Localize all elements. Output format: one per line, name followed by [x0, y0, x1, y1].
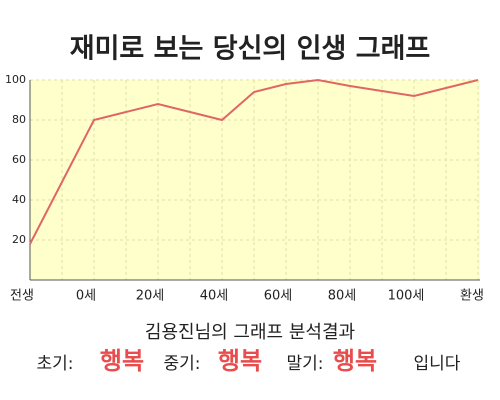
x-tick-label: 20세 — [136, 289, 165, 304]
result-title: 김용진님의 그래프 분석결과 — [145, 322, 355, 343]
x-tick-label: 80세 — [328, 289, 357, 304]
y-tick-label: 100 — [5, 73, 26, 86]
x-tick-label: 전생 — [10, 289, 34, 304]
y-tick-label: 80 — [12, 113, 26, 126]
y-tick-label: 60 — [12, 153, 26, 166]
x-tick-label: 40세 — [200, 289, 229, 304]
plot-background — [30, 80, 480, 280]
result-value: 행복 — [100, 347, 144, 375]
x-tick-label: 100세 — [388, 289, 425, 304]
x-tick-label: 60세 — [264, 289, 293, 304]
x-tick-label: 환생 — [460, 289, 484, 304]
chart-title: 재미로 보는 당신의 인생 그래프 — [70, 34, 431, 65]
result-value: 행복 — [333, 347, 377, 375]
result-label: 초기: — [36, 354, 73, 374]
x-tick-label: 0세 — [76, 289, 96, 304]
line — [29, 78, 479, 245]
y-tick-label: 40 — [12, 193, 26, 206]
y-tick-label: 20 — [12, 233, 26, 246]
result-suffix: 입니다 — [414, 354, 461, 374]
result-value: 행복 — [218, 347, 262, 375]
result-label: 중기: — [163, 354, 200, 374]
result-label: 말기: — [286, 354, 323, 374]
